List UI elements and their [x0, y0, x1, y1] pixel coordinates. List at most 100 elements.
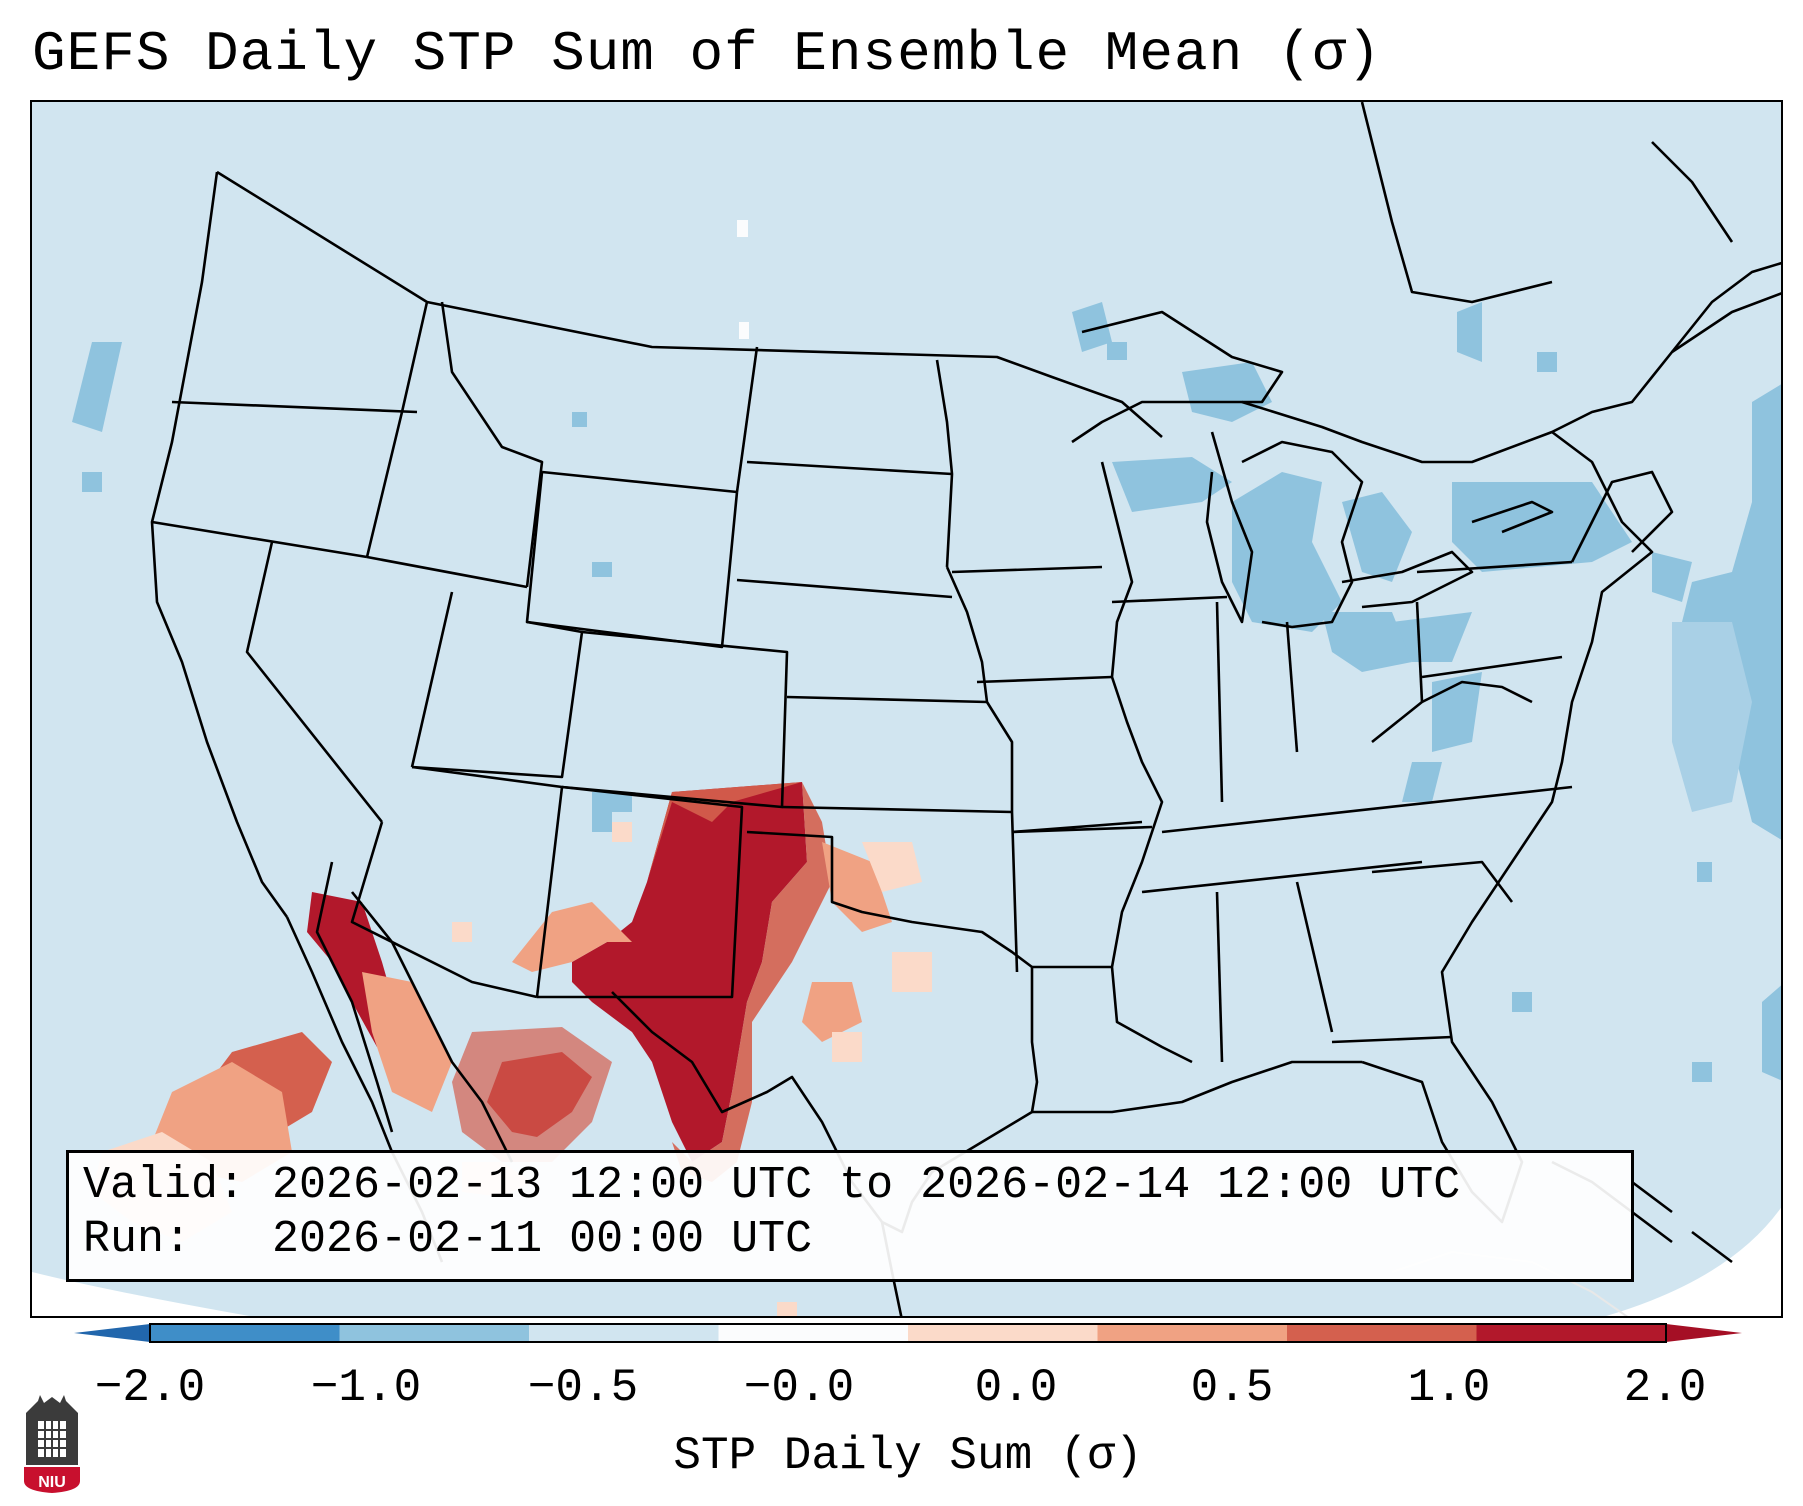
- bahamas: [1631, 1180, 1733, 1264]
- colorbar-tick: 1.0: [1407, 1362, 1491, 1414]
- nova-scotia: [1670, 261, 1781, 353]
- ohio-valley-negative: [1322, 612, 1482, 802]
- colorbar-tick: 2.0: [1623, 1362, 1707, 1414]
- ne-ks-line: [786, 695, 988, 704]
- lower-michigan: [1241, 440, 1364, 629]
- colorbar-segments: [150, 1324, 1667, 1342]
- valid-text: 2026-02-13 12:00 UTC to 2026-02-14 12:00…: [272, 1160, 1461, 1211]
- gulf-coast: [1032, 1060, 1362, 1114]
- nd-white-cells: [737, 220, 749, 339]
- atlantic-light: [1672, 622, 1752, 812]
- gulf-of-california-coast: [350, 891, 514, 1163]
- or-ca-border: [151, 520, 368, 559]
- colorbar-tick: 0.5: [1190, 1362, 1274, 1414]
- id-western-border: [365, 301, 429, 558]
- map-title: GEFS Daily STP Sum of Ensemble Mean (σ): [32, 22, 1382, 86]
- lake-erie: [1341, 550, 1474, 609]
- nv-ut-border: [410, 591, 454, 768]
- mt-wy-line: [541, 470, 738, 494]
- in-oh-line: [1285, 621, 1299, 753]
- colorbar-label: STP Daily Sum (σ): [673, 1430, 1143, 1482]
- al-ga-line: [1295, 881, 1334, 1033]
- colorbar-segment: [1287, 1324, 1477, 1342]
- wy-box: [525, 471, 739, 649]
- pa-southern: [1421, 655, 1563, 679]
- mn-ia-line: [951, 565, 1103, 574]
- ks-ok-line: [781, 805, 1013, 814]
- chihuahua-halo: [452, 1027, 612, 1162]
- colorbar-tick: −0.0: [743, 1362, 855, 1414]
- run-label: Run:: [83, 1214, 192, 1265]
- ga-fl-line: [1331, 1035, 1453, 1044]
- missouri-river: [945, 566, 1019, 973]
- nd-mn-line: [935, 359, 954, 568]
- nm-tx: [537, 785, 744, 999]
- run-text: 2026-02-11 00:00 UTC: [272, 1214, 813, 1265]
- id-nv-ut-line: [366, 555, 528, 589]
- atlantic-negative: [1652, 384, 1781, 1081]
- hudson-line: [1651, 141, 1734, 243]
- valid-label: Valid:: [83, 1160, 246, 1211]
- lake-ontario: [1471, 500, 1554, 534]
- colorbar-under-arrow: [74, 1324, 150, 1342]
- map-canvas: [32, 102, 1781, 1316]
- colorbar: [74, 1323, 1742, 1343]
- tx-panhandle: [746, 830, 1033, 969]
- pa-ny-line: [1416, 560, 1573, 574]
- niu-logo: NIU: [24, 1395, 80, 1493]
- wa-or-border: [171, 400, 418, 414]
- mo-ar-line: [1011, 820, 1143, 834]
- colorbar-tick: −2.0: [94, 1362, 206, 1414]
- map-background: [32, 102, 1781, 1316]
- colorbar-segment: [1476, 1324, 1667, 1342]
- baja: [315, 861, 394, 1133]
- colorbar-tick: 0.0: [974, 1362, 1058, 1414]
- tn-al-line: [1141, 860, 1423, 894]
- west-coast: [150, 171, 289, 918]
- southern-plains-halo: [647, 782, 832, 1182]
- il-in-line: [1215, 601, 1224, 803]
- co-box: [561, 630, 789, 809]
- va-wv: [1371, 680, 1533, 744]
- lake-superior: [1071, 310, 1284, 444]
- colorbar-segment: [718, 1324, 909, 1342]
- great-lakes-negative: [1112, 362, 1632, 662]
- plains-fringe: [452, 822, 932, 1062]
- state-borders: [150, 102, 1781, 1316]
- colorbar-tick: −1.0: [310, 1362, 422, 1414]
- logo-text: NIU: [38, 1474, 66, 1491]
- logo-window-lines: [38, 1421, 66, 1457]
- new-england: [1570, 470, 1674, 563]
- wi-il-line: [1111, 595, 1228, 604]
- logo-shield: [24, 1467, 80, 1493]
- oh-pa-line: [1415, 601, 1424, 703]
- mt-nd-border: [735, 346, 759, 493]
- cuba-fringe: [777, 1302, 797, 1316]
- validity-info-box: Valid: 2026-02-13 12:00 UTC to 2026-02-1…: [66, 1150, 1634, 1282]
- colorbar-tick: −0.5: [527, 1362, 639, 1414]
- colorbar-segment: [150, 1324, 340, 1342]
- az-southern: [350, 821, 538, 999]
- colorbar-segment: [339, 1324, 530, 1342]
- map-frame: [30, 100, 1783, 1318]
- id-mt-border: [440, 301, 544, 588]
- southern-plains-max: [572, 782, 807, 1162]
- colorbar-segment: [1097, 1324, 1288, 1342]
- sd-ne-line: [736, 578, 953, 599]
- colorbar-segment: [908, 1324, 1098, 1342]
- anomaly-cells: [72, 220, 1781, 1316]
- gulf-of-california-halo: [362, 972, 452, 1112]
- colorbar-over-arrow: [1666, 1324, 1742, 1342]
- ca-nv-border: [245, 541, 384, 823]
- ia-mo-line: [976, 675, 1113, 684]
- ms-al-line: [1215, 891, 1224, 1063]
- southern-plains-light: [512, 842, 892, 1042]
- sc-nc: [1371, 860, 1514, 903]
- mississippi-river: [1100, 461, 1193, 1064]
- nd-sd-line: [746, 460, 953, 476]
- colorbar-outline: [149, 1323, 1667, 1343]
- ky-tn-line: [1161, 785, 1573, 834]
- colorbar-segment: [529, 1324, 719, 1342]
- ut-box: [411, 620, 584, 779]
- north-coast-canada: [1360, 102, 1553, 304]
